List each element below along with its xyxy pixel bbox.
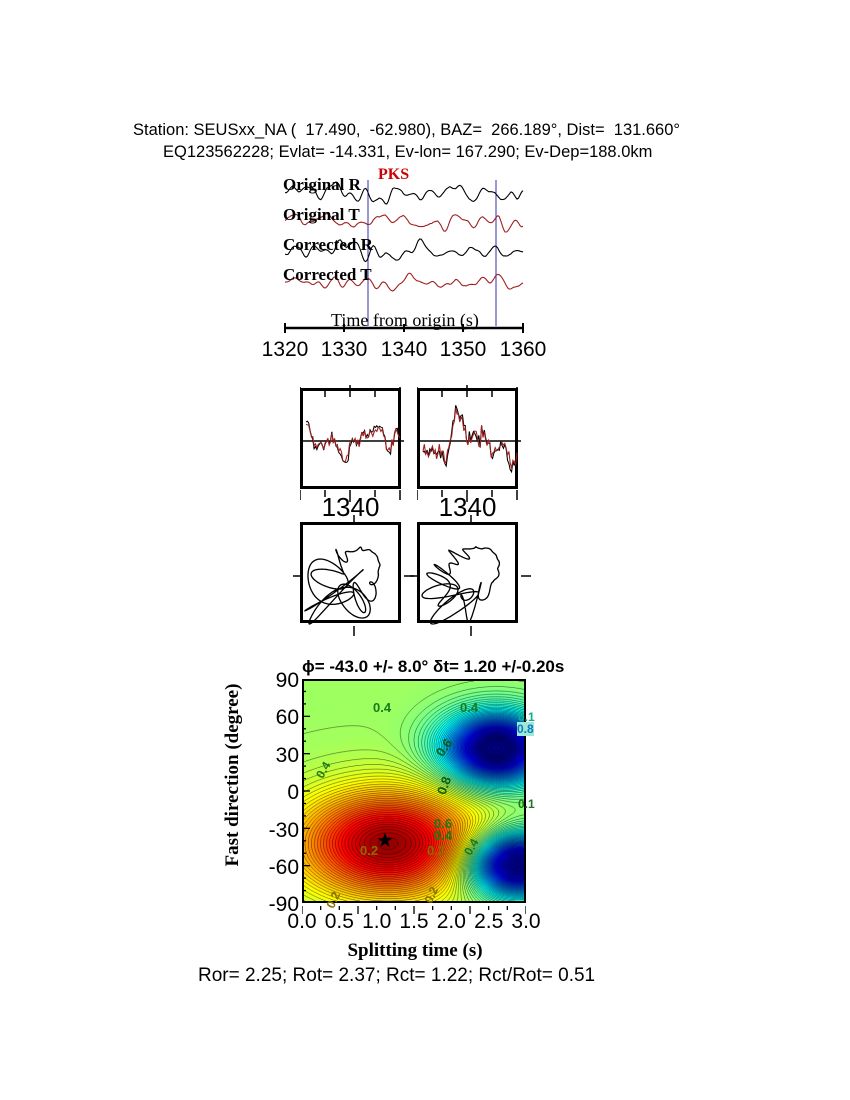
svg-text:1.5: 1.5 (399, 910, 428, 933)
svg-text:1320: 1320 (262, 338, 309, 361)
svg-text:1330: 1330 (321, 338, 368, 361)
svg-text:1350: 1350 (440, 338, 487, 361)
svg-text:0.5: 0.5 (325, 910, 354, 933)
svg-text:1340: 1340 (381, 338, 428, 361)
svg-text:2.0: 2.0 (437, 910, 466, 933)
svg-text:3.0: 3.0 (511, 910, 540, 933)
svg-text:0.0: 0.0 (287, 910, 316, 933)
svg-text:1.0: 1.0 (362, 910, 391, 933)
svg-text:1360: 1360 (500, 338, 547, 361)
svg-text:2.5: 2.5 (474, 910, 503, 933)
